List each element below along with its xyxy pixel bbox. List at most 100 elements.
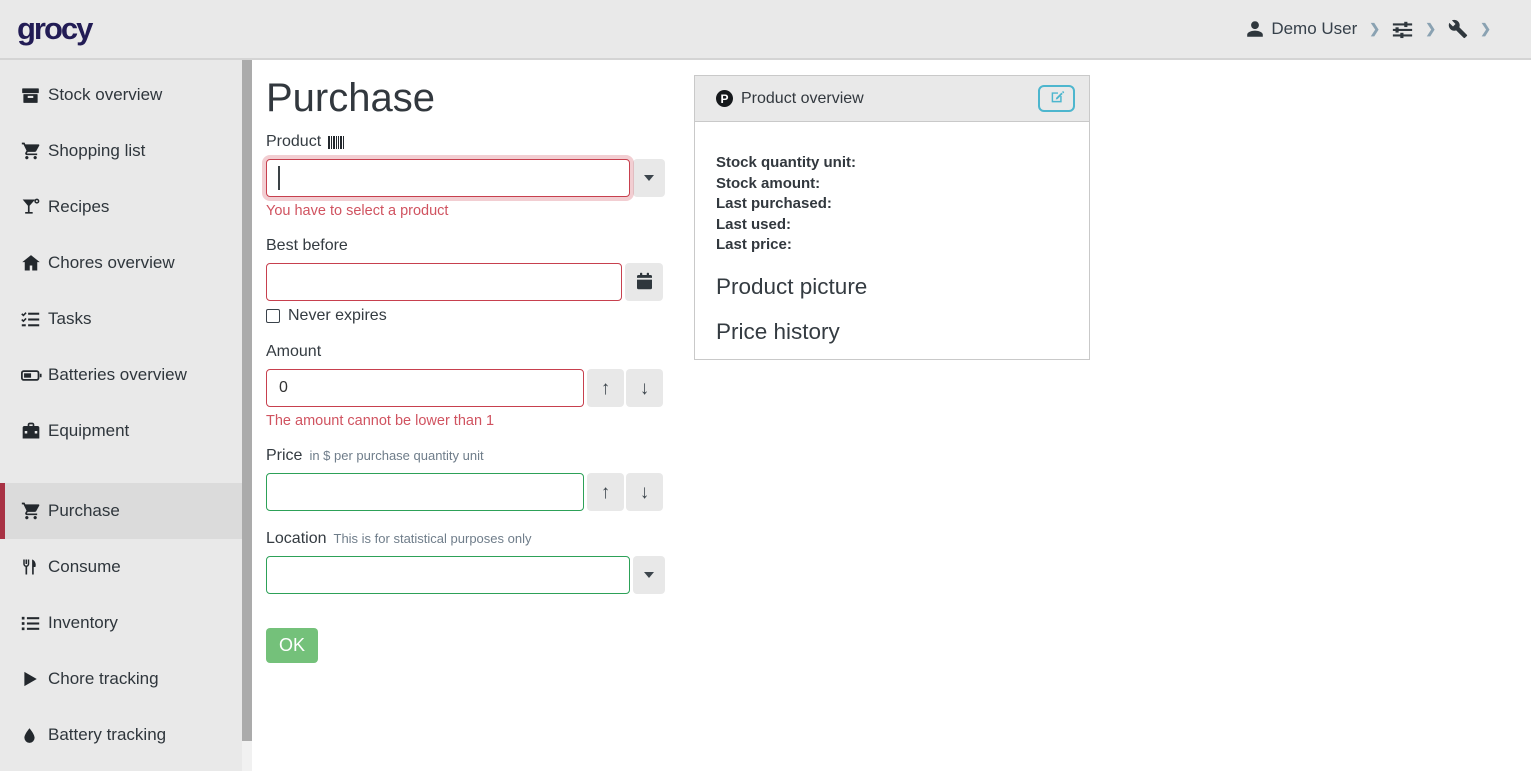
never-expires-label: Never expires	[288, 307, 387, 324]
arrow-down-icon	[640, 379, 650, 398]
amount-error-text: The amount cannot be lower than 1	[266, 413, 495, 429]
text-cursor	[278, 166, 280, 190]
location-dropdown-button[interactable]	[633, 556, 665, 594]
chevron-right-icon	[1480, 21, 1491, 37]
stat-label: Last used:	[716, 215, 792, 233]
sidebar-item-label: Inventory	[48, 613, 118, 632]
price-input[interactable]	[266, 473, 584, 511]
sidebar-item-label: Chores overview	[48, 253, 175, 272]
archive-box-icon	[21, 86, 48, 105]
sidebar: Stock overview Shopping list Recipes Cho…	[0, 60, 252, 771]
sidebar-item-stock-overview[interactable]: Stock overview	[0, 67, 252, 123]
amount-decrement-button[interactable]	[626, 369, 663, 407]
barcode-icon	[328, 135, 345, 149]
list-icon	[21, 614, 48, 633]
arrow-up-icon	[601, 379, 611, 398]
stat-label: Last price:	[716, 236, 792, 253]
price-hint: in $ per purchase quantity unit	[309, 448, 484, 463]
ok-button[interactable]: OK	[266, 628, 319, 663]
location-hint: This is for statistical purposes only	[333, 531, 532, 546]
calendar-button[interactable]	[625, 263, 663, 301]
best-before-input[interactable]	[266, 263, 622, 301]
location-input[interactable]	[266, 556, 630, 594]
never-expires-checkbox[interactable]	[266, 309, 280, 323]
product-overview-header: P Product overview	[695, 76, 1089, 122]
product-picture-heading: Product picture	[716, 273, 868, 299]
amount-label: Amount	[266, 343, 322, 360]
price-field-group: Price in $ per purchase quantity unit	[266, 447, 668, 511]
sidebar-item-shopping-list[interactable]: Shopping list	[0, 123, 252, 179]
sidebar-item-label: Equipment	[48, 421, 130, 440]
product-error-text: You have to select a product	[266, 203, 449, 219]
stat-label: Last purchased:	[716, 195, 832, 212]
best-before-label: Best before	[266, 237, 348, 254]
sidebar-item-purchase[interactable]: Purchase	[0, 483, 252, 539]
caret-down-icon	[644, 175, 654, 181]
sidebar-item-label: Stock overview	[48, 85, 163, 104]
amount-field-group: Amount The amount cannot be lower than 1	[266, 343, 668, 429]
price-increment-button[interactable]	[587, 473, 624, 511]
sidebar-item-label: Battery tracking	[48, 725, 167, 744]
sidebar-item-label: Consume	[48, 557, 121, 576]
settings-menu[interactable]	[1392, 19, 1413, 40]
product-label: Product	[266, 133, 668, 151]
chevron-right-icon	[1369, 21, 1380, 37]
sidebar-item-equipment[interactable]: Equipment	[0, 403, 252, 459]
sidebar-item-inventory[interactable]: Inventory	[0, 595, 252, 651]
utensils-icon	[21, 558, 48, 576]
stat-label: Stock amount:	[716, 174, 821, 192]
page-title: Purchase	[266, 76, 435, 120]
edit-product-button[interactable]	[1038, 85, 1075, 112]
product-field-group: Product You have to select a product	[266, 133, 668, 219]
product-dropdown-button[interactable]	[633, 159, 665, 197]
product-input[interactable]	[266, 159, 630, 197]
grocy-logo[interactable]: grocy	[17, 11, 93, 46]
sidebar-scrollbar-thumb[interactable]	[242, 60, 252, 741]
product-circle-icon: P	[716, 90, 733, 107]
caret-down-icon	[644, 572, 654, 578]
shopping-cart-icon	[21, 501, 48, 521]
arrow-up-icon	[601, 483, 611, 502]
sidebar-scrollbar-track[interactable]	[242, 60, 252, 771]
battery-icon	[21, 365, 48, 386]
product-stats: Stock quantity unit: Stock amount: Last …	[716, 153, 1068, 256]
price-decrement-button[interactable]	[626, 473, 663, 511]
sidebar-item-label: Tasks	[48, 309, 92, 328]
wrench-icon	[1448, 19, 1468, 39]
location-label: Location This is for statistical purpose…	[266, 530, 532, 547]
amount-increment-button[interactable]	[587, 369, 624, 407]
sidebar-item-label: Batteries overview	[48, 365, 187, 384]
user-name: Demo User	[1271, 19, 1358, 38]
sidebar-item-batteries-overview[interactable]: Batteries overview	[0, 347, 252, 403]
never-expires-row: Never expires	[266, 307, 668, 325]
sidebar-item-label: Chore tracking	[48, 669, 159, 688]
product-overview-body: Stock quantity unit: Stock amount: Last …	[695, 122, 1089, 345]
sidebar-item-label: Shopping list	[48, 141, 146, 160]
sidebar-item-chores-overview[interactable]: Chores overview	[0, 235, 252, 291]
calendar-icon	[636, 272, 653, 293]
sidebar-item-label: Purchase	[48, 501, 120, 520]
sidebar-item-recipes[interactable]: Recipes	[0, 179, 252, 235]
best-before-field-group: Best before Never expires	[266, 237, 668, 325]
shopping-cart-icon	[21, 141, 48, 161]
header-menu: Demo User	[1246, 19, 1503, 40]
user-icon	[1246, 20, 1264, 38]
chevron-right-icon	[1425, 21, 1436, 37]
sliders-icon	[1392, 19, 1413, 40]
purchase-form: Product You have to select a product Bes…	[266, 133, 668, 663]
toolbox-icon	[21, 421, 48, 441]
sidebar-item-battery-tracking[interactable]: Battery tracking	[0, 707, 252, 763]
sidebar-item-chore-tracking[interactable]: Chore tracking	[0, 651, 252, 707]
sidebar-item-consume[interactable]: Consume	[0, 539, 252, 595]
arrow-down-icon	[640, 483, 650, 502]
cocktail-icon	[21, 197, 48, 217]
sidebar-item-tasks[interactable]: Tasks	[0, 291, 252, 347]
user-menu[interactable]: Demo User	[1246, 19, 1357, 39]
sidebar-item-label: Recipes	[48, 197, 110, 216]
location-field-group: Location This is for statistical purpose…	[266, 530, 668, 594]
admin-menu[interactable]	[1448, 19, 1468, 39]
product-overview-panel: P Product overview Stock quantity unit: …	[694, 75, 1090, 360]
stat-label: Stock quantity unit:	[716, 154, 856, 171]
amount-input[interactable]	[266, 369, 584, 407]
price-history-heading: Price history	[716, 318, 840, 344]
